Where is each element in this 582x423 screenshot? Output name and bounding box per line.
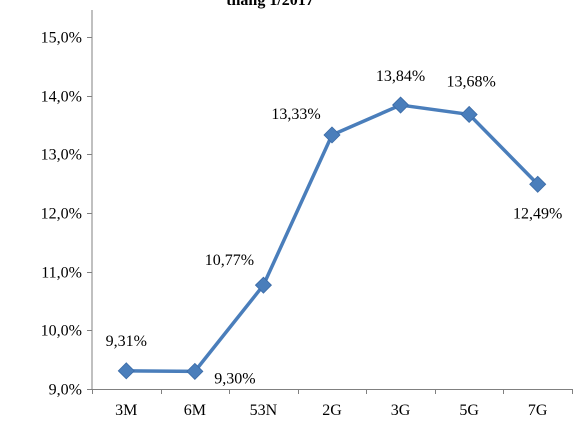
y-tick-label: 15,0% [41,30,82,47]
data-label: 13,33% [271,106,320,123]
data-point-marker [323,126,341,144]
y-tick-label: 13,0% [41,147,82,164]
y-tick-label: 11,0% [41,265,82,282]
x-tick-label: 53N [250,402,278,419]
data-label: 9,31% [106,333,147,350]
data-point-marker [460,105,478,124]
data-label: 12,49% [513,205,562,222]
x-tick-label: 2G [322,402,342,419]
data-point-marker [117,362,135,380]
x-tick-label: 6M [184,402,206,419]
series-layer [117,96,547,380]
y-axis: 9,0% 10,0% 11,0% 12,0% 13,0% 14,0% 15,0% [41,10,93,399]
y-tick-label: 14,0% [41,89,82,106]
x-axis: 3M 6M 53N 2G 3G 5G 7G [92,389,573,419]
y-tick-label: 12,0% [41,206,82,223]
data-point-marker [254,276,272,294]
data-label: 9,30% [214,370,255,387]
series-line [124,103,540,374]
data-point-marker [529,175,547,193]
data-label: 13,84% [376,68,425,85]
data-label: 13,68% [446,73,495,90]
x-tick-label: 3M [115,402,137,419]
data-label: 10,77% [205,252,254,269]
data-point-marker [392,96,410,114]
x-tick-label: 3G [391,402,411,419]
y-tick-label: 9,0% [49,382,82,399]
chart-title: tháng 1/2017 [226,0,314,9]
data-point-marker [186,362,204,380]
x-tick-label: 5G [459,402,479,419]
y-tick-label: 10,0% [41,323,82,340]
data-label-layer: 9,31% 9,30% 10,77% 13,33% 13,84% 13,68% 12,49% [106,68,563,387]
x-tick-label: 7G [528,402,548,419]
